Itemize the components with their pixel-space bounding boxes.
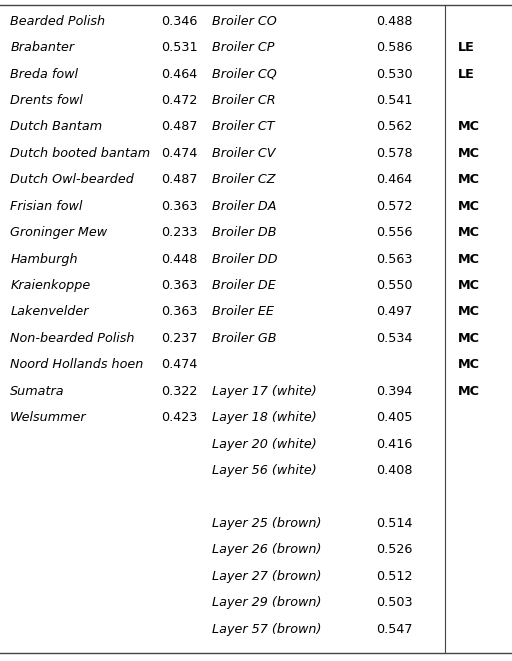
Text: Layer 17 (white): Layer 17 (white) xyxy=(212,385,317,398)
Text: Broiler GB: Broiler GB xyxy=(212,332,277,345)
Text: Hamburgh: Hamburgh xyxy=(10,253,78,266)
Text: Broiler EE: Broiler EE xyxy=(212,305,274,319)
Text: 0.526: 0.526 xyxy=(376,543,413,557)
Text: 0.556: 0.556 xyxy=(376,226,413,239)
Text: Broiler CV: Broiler CV xyxy=(212,147,276,160)
Text: 0.514: 0.514 xyxy=(376,517,413,530)
Text: Broiler CP: Broiler CP xyxy=(212,41,275,54)
Text: Lakenvelder: Lakenvelder xyxy=(10,305,89,319)
Text: 0.346: 0.346 xyxy=(161,15,198,28)
Text: 0.530: 0.530 xyxy=(376,67,413,81)
Text: Dutch Bantam: Dutch Bantam xyxy=(10,120,102,134)
Text: 0.405: 0.405 xyxy=(376,411,413,424)
Text: Broiler CZ: Broiler CZ xyxy=(212,173,276,186)
Text: Breda fowl: Breda fowl xyxy=(10,67,78,81)
Text: 0.363: 0.363 xyxy=(161,279,198,292)
Text: 0.531: 0.531 xyxy=(161,41,198,54)
Text: MC: MC xyxy=(458,305,480,319)
Text: LE: LE xyxy=(458,41,475,54)
Text: 0.550: 0.550 xyxy=(376,279,413,292)
Text: 0.563: 0.563 xyxy=(376,253,413,266)
Text: 0.547: 0.547 xyxy=(376,623,413,636)
Text: Layer 18 (white): Layer 18 (white) xyxy=(212,411,317,424)
Text: 0.394: 0.394 xyxy=(376,385,413,398)
Text: 0.474: 0.474 xyxy=(161,358,198,371)
Text: Brabanter: Brabanter xyxy=(10,41,74,54)
Text: MC: MC xyxy=(458,226,480,239)
Text: 0.472: 0.472 xyxy=(161,94,198,107)
Text: 0.578: 0.578 xyxy=(376,147,413,160)
Text: Layer 57 (brown): Layer 57 (brown) xyxy=(212,623,322,636)
Text: MC: MC xyxy=(458,147,480,160)
Text: 0.322: 0.322 xyxy=(161,385,198,398)
Text: 0.363: 0.363 xyxy=(161,305,198,319)
Text: MC: MC xyxy=(458,358,480,371)
Text: Layer 20 (white): Layer 20 (white) xyxy=(212,438,317,451)
Text: MC: MC xyxy=(458,279,480,292)
Text: 0.572: 0.572 xyxy=(376,200,413,213)
Text: Dutch booted bantam: Dutch booted bantam xyxy=(10,147,151,160)
Text: Frisian fowl: Frisian fowl xyxy=(10,200,82,213)
Text: 0.512: 0.512 xyxy=(376,570,413,583)
Text: 0.464: 0.464 xyxy=(161,67,198,81)
Text: Drents fowl: Drents fowl xyxy=(10,94,83,107)
Text: MC: MC xyxy=(458,332,480,345)
Text: MC: MC xyxy=(458,200,480,213)
Text: 0.416: 0.416 xyxy=(376,438,413,451)
Text: Noord Hollands hoen: Noord Hollands hoen xyxy=(10,358,143,371)
Text: Broiler CR: Broiler CR xyxy=(212,94,276,107)
Text: Welsummer: Welsummer xyxy=(10,411,87,424)
Text: 0.487: 0.487 xyxy=(161,120,198,134)
Text: 0.503: 0.503 xyxy=(376,596,413,609)
Text: 0.562: 0.562 xyxy=(376,120,413,134)
Text: Broiler DE: Broiler DE xyxy=(212,279,276,292)
Text: 0.233: 0.233 xyxy=(161,226,198,239)
Text: Broiler CQ: Broiler CQ xyxy=(212,67,277,81)
Text: Broiler DA: Broiler DA xyxy=(212,200,277,213)
Text: Broiler CT: Broiler CT xyxy=(212,120,275,134)
Text: MC: MC xyxy=(458,253,480,266)
Text: Bearded Polish: Bearded Polish xyxy=(10,15,105,28)
Text: MC: MC xyxy=(458,173,480,186)
Text: Layer 25 (brown): Layer 25 (brown) xyxy=(212,517,322,530)
Text: Broiler CO: Broiler CO xyxy=(212,15,277,28)
Text: Layer 26 (brown): Layer 26 (brown) xyxy=(212,543,322,557)
Text: 0.423: 0.423 xyxy=(161,411,198,424)
Text: 0.586: 0.586 xyxy=(376,41,413,54)
Text: Sumatra: Sumatra xyxy=(10,385,65,398)
Text: 0.464: 0.464 xyxy=(376,173,413,186)
Text: Layer 29 (brown): Layer 29 (brown) xyxy=(212,596,322,609)
Text: Layer 56 (white): Layer 56 (white) xyxy=(212,464,317,477)
Text: 0.487: 0.487 xyxy=(161,173,198,186)
Text: 0.237: 0.237 xyxy=(161,332,198,345)
Text: Layer 27 (brown): Layer 27 (brown) xyxy=(212,570,322,583)
Text: 0.363: 0.363 xyxy=(161,200,198,213)
Text: Dutch Owl-bearded: Dutch Owl-bearded xyxy=(10,173,134,186)
Text: Broiler DD: Broiler DD xyxy=(212,253,278,266)
Text: 0.541: 0.541 xyxy=(376,94,413,107)
Text: 0.448: 0.448 xyxy=(161,253,198,266)
Text: Kraienkoppe: Kraienkoppe xyxy=(10,279,91,292)
Text: MC: MC xyxy=(458,385,480,398)
Text: 0.534: 0.534 xyxy=(376,332,413,345)
Text: 0.488: 0.488 xyxy=(376,15,413,28)
Text: 0.497: 0.497 xyxy=(376,305,413,319)
Text: LE: LE xyxy=(458,67,475,81)
Text: Groninger Mew: Groninger Mew xyxy=(10,226,108,239)
Text: 0.474: 0.474 xyxy=(161,147,198,160)
Text: 0.408: 0.408 xyxy=(376,464,413,477)
Text: Broiler DB: Broiler DB xyxy=(212,226,277,239)
Text: Non-bearded Polish: Non-bearded Polish xyxy=(10,332,135,345)
Text: MC: MC xyxy=(458,120,480,134)
